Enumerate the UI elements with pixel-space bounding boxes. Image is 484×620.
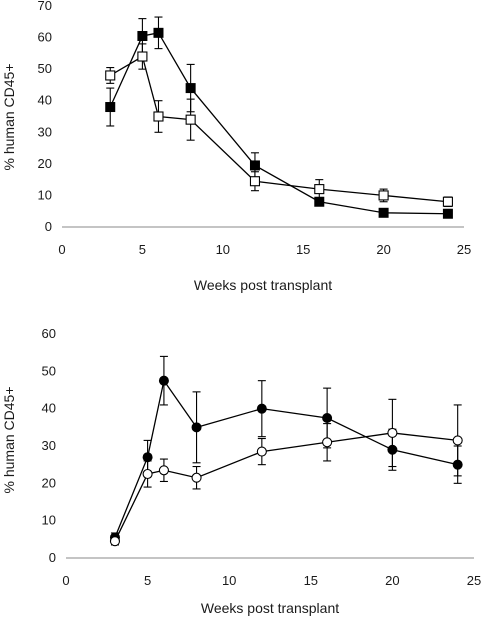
bottom-series-2-line bbox=[114, 432, 458, 542]
bottom-x-tick-label: 0 bbox=[62, 573, 69, 588]
top-y-tick-label: 70 bbox=[38, 0, 52, 13]
top-series-2-point bbox=[137, 51, 148, 62]
top-x-tick-label: 15 bbox=[296, 242, 310, 257]
bottom-series bbox=[109, 355, 463, 547]
top-series-1-point bbox=[137, 30, 148, 41]
bottom-series-2-point bbox=[142, 468, 153, 480]
bottom-series-1-point bbox=[256, 403, 267, 414]
top-series-2-point bbox=[378, 190, 389, 201]
top-x-axis-title: Weeks post transplant bbox=[194, 277, 332, 293]
bottom-series-2-point bbox=[109, 536, 121, 547]
top-series-2 bbox=[105, 43, 453, 208]
bottom-y-tick-label: 60 bbox=[42, 326, 56, 341]
top-series-2-line bbox=[109, 55, 448, 203]
bottom-x-tick-label: 25 bbox=[467, 573, 481, 588]
bottom-x-tick-label: 10 bbox=[222, 573, 236, 588]
chart-bottom: 0 10 20 30 40 50 60 0 5 10 15 20 25 Weeks post tran… bbox=[1, 326, 481, 616]
bottom-series-2 bbox=[109, 398, 463, 547]
top-series-1-point bbox=[442, 208, 453, 219]
top-series-2-point bbox=[153, 111, 164, 122]
top-series-2-point bbox=[185, 114, 196, 125]
chart-top: 0 10 20 30 40 50 60 70 0 5 10 15 20 25 Weeks post tr… bbox=[1, 0, 471, 293]
top-x-tick-label: 5 bbox=[139, 242, 146, 257]
top-series-2-point bbox=[314, 184, 325, 195]
bottom-y-tick-label: 10 bbox=[42, 513, 56, 528]
bottom-series-2-point bbox=[387, 427, 398, 438]
top-y-ticks: 0 10 20 30 40 50 60 70 bbox=[38, 0, 52, 234]
bottom-y-tick-label: 30 bbox=[42, 438, 56, 453]
top-series-1-point bbox=[249, 160, 260, 171]
top-y-tick-label: 30 bbox=[38, 124, 52, 139]
top-x-tick-label: 10 bbox=[216, 242, 230, 257]
top-series-2-point bbox=[249, 176, 261, 187]
top-y-tick-label: 20 bbox=[38, 156, 52, 171]
bottom-y-axis-title: % human CD45+ bbox=[1, 386, 17, 493]
top-series-1-point bbox=[105, 102, 116, 113]
bottom-x-tick-label: 5 bbox=[144, 573, 151, 588]
top-x-tick-label: 25 bbox=[457, 242, 471, 257]
bottom-series-2-point bbox=[452, 435, 463, 446]
bottom-series-2-point bbox=[191, 472, 202, 483]
top-y-tick-label: 10 bbox=[38, 187, 52, 202]
bottom-series-1-point bbox=[191, 422, 202, 433]
bottom-y-tick-label: 0 bbox=[49, 550, 56, 565]
top-series-1-line bbox=[109, 32, 448, 215]
bottom-x-tick-label: 15 bbox=[304, 573, 318, 588]
bottom-x-tick-label: 20 bbox=[385, 573, 399, 588]
bottom-series-1-point bbox=[142, 452, 153, 463]
bottom-y-ticks: 0 10 20 30 40 50 60 bbox=[42, 326, 56, 565]
bottom-x-axis-title: Weeks post transplant bbox=[201, 600, 339, 616]
top-y-tick-label: 40 bbox=[38, 93, 52, 108]
top-series-1-point bbox=[153, 27, 164, 38]
bottom-series-1-point bbox=[322, 413, 333, 423]
top-series-2-point bbox=[105, 70, 116, 81]
bottom-series-2-point bbox=[322, 437, 333, 448]
bottom-series-2-point bbox=[158, 465, 169, 476]
bottom-series-1-point bbox=[158, 375, 169, 386]
bottom-series-2-point bbox=[256, 446, 267, 457]
bottom-series-1 bbox=[109, 355, 463, 543]
bottom-series-1-line bbox=[114, 379, 458, 538]
bottom-y-tick-label: 20 bbox=[42, 475, 56, 490]
top-series-2-point bbox=[442, 196, 453, 207]
bottom-y-tick-label: 40 bbox=[42, 401, 56, 416]
bottom-y-tick-label: 50 bbox=[42, 363, 56, 378]
top-series bbox=[105, 16, 453, 219]
top-series-1-point bbox=[185, 83, 196, 94]
top-x-tick-label: 0 bbox=[58, 242, 65, 257]
top-y-tick-label: 50 bbox=[38, 61, 52, 76]
top-x-ticks: 0 5 10 15 20 25 bbox=[58, 242, 471, 257]
top-series-1 bbox=[105, 16, 453, 219]
bottom-x-ticks: 0 5 10 15 20 25 bbox=[62, 573, 481, 588]
top-series-1-point bbox=[378, 207, 389, 218]
top-y-axis-title: % human CD45+ bbox=[1, 63, 17, 170]
top-y-tick-label: 60 bbox=[38, 30, 52, 45]
top-x-tick-label: 20 bbox=[376, 242, 390, 257]
top-y-tick-label: 0 bbox=[45, 219, 52, 234]
